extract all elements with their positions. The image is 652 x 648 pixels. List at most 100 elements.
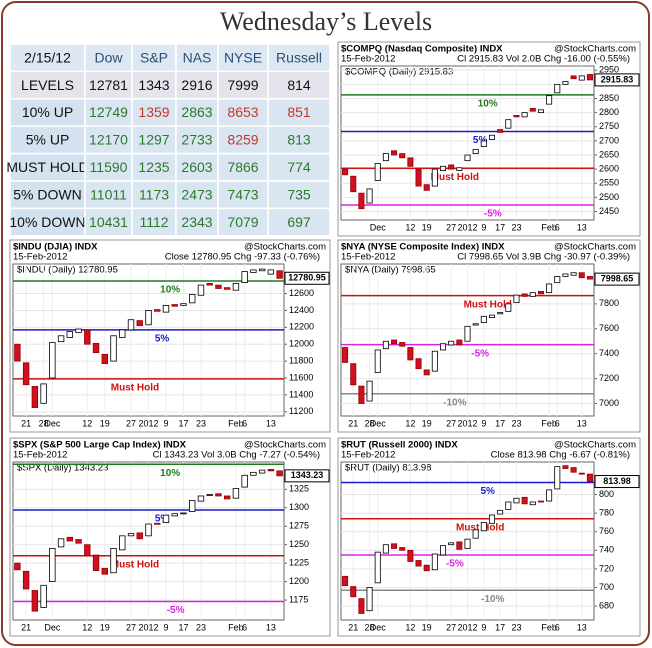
level-label: 5% bbox=[155, 334, 170, 345]
last-value-box bbox=[594, 272, 640, 286]
x-tick-label: 13 bbox=[577, 222, 587, 232]
candle-body bbox=[431, 168, 438, 187]
x-tick-label: 13 bbox=[266, 622, 276, 632]
x-tick-label: 13 bbox=[577, 622, 587, 632]
y-tick-label: 7200 bbox=[599, 373, 619, 383]
level-label: 5% bbox=[155, 514, 170, 525]
x-tick-label: 17 bbox=[495, 622, 505, 632]
candle-body bbox=[358, 385, 365, 404]
y-tick-label: 1300 bbox=[289, 502, 309, 512]
candle-body bbox=[40, 584, 47, 608]
y-tick-label: 720 bbox=[599, 563, 614, 573]
x-tick-label: 27 bbox=[446, 418, 456, 428]
candle-body bbox=[529, 501, 536, 506]
candle-body bbox=[399, 153, 406, 159]
table-cell bbox=[9, 43, 86, 73]
column-header: Russell bbox=[276, 49, 322, 65]
x-tick-label: 2012 bbox=[138, 418, 158, 428]
candle-body bbox=[472, 529, 479, 539]
y-tick-label: 2650 bbox=[599, 149, 619, 159]
candle-body bbox=[546, 95, 553, 105]
candle-body bbox=[350, 586, 357, 598]
chart-source: @StockCharts.com bbox=[244, 440, 326, 451]
table-cell bbox=[131, 43, 177, 73]
table-text: 1343 bbox=[138, 77, 169, 93]
level-label: 10% bbox=[478, 98, 498, 109]
candle-body bbox=[180, 512, 187, 515]
table-cell bbox=[131, 207, 177, 237]
candle-body bbox=[448, 164, 455, 170]
chart-title: $SPX (S&P 500 Large Cap Index) INDX bbox=[13, 440, 187, 451]
candle-body bbox=[472, 323, 479, 326]
candle-body bbox=[189, 499, 196, 512]
candle-body bbox=[488, 314, 495, 318]
table-text: 5% UP bbox=[26, 132, 70, 148]
y-tick-label: 1275 bbox=[289, 521, 309, 531]
candle-body bbox=[250, 269, 257, 273]
x-tick-label: 13 bbox=[266, 418, 276, 428]
candle-body bbox=[119, 329, 126, 338]
chart-stats: Close 813.98 Chg -6.67 (-0.81%) bbox=[491, 450, 630, 461]
chart-source: @StockCharts.com bbox=[554, 440, 636, 451]
candle-body bbox=[14, 343, 21, 362]
candle-body bbox=[423, 184, 430, 191]
last-value-label: 813.98 bbox=[603, 476, 631, 486]
y-tick-label: 2700 bbox=[599, 135, 619, 145]
candle-body bbox=[586, 276, 593, 280]
last-value-label: 12780.95 bbox=[288, 273, 326, 283]
x-tick-label: 12 bbox=[82, 622, 92, 632]
table-text: 11590 bbox=[90, 159, 128, 175]
candle-body bbox=[399, 342, 406, 347]
candle-body bbox=[31, 386, 39, 408]
candle-body bbox=[546, 283, 553, 294]
candle-body bbox=[578, 472, 585, 475]
table-cell bbox=[217, 207, 269, 237]
candle-body bbox=[162, 304, 170, 313]
level-label: -5% bbox=[167, 605, 185, 616]
y-tick-label: 7000 bbox=[599, 398, 619, 408]
table-text: 2733 bbox=[181, 132, 212, 148]
table-text: 10% UP bbox=[22, 104, 73, 120]
candle-body bbox=[529, 107, 536, 112]
level-label: -5% bbox=[446, 559, 464, 570]
x-tick-label: 12 bbox=[405, 222, 415, 232]
x-tick-label: 23 bbox=[511, 222, 521, 232]
level-label: Must Hold bbox=[111, 382, 159, 393]
x-tick-label: 6 bbox=[242, 622, 247, 632]
x-tick-label: 21 bbox=[21, 622, 31, 632]
candle-body bbox=[431, 553, 438, 571]
candle-body bbox=[215, 493, 222, 497]
table-cell bbox=[175, 70, 219, 100]
x-tick-label: 27 bbox=[446, 622, 456, 632]
candle-body bbox=[554, 83, 561, 94]
table-cell bbox=[267, 180, 331, 210]
y-tick-label: 2800 bbox=[599, 107, 619, 117]
candle-body bbox=[22, 570, 30, 590]
table-text: 10431 bbox=[89, 214, 128, 230]
candle-body bbox=[154, 309, 161, 312]
candle-body bbox=[423, 369, 430, 376]
x-tick-label: 12 bbox=[405, 418, 415, 428]
chart-stats: Cl 7998.65 Vol 3.9B Chg -30.97 (-0.39%) bbox=[457, 252, 630, 263]
table-cell bbox=[84, 70, 133, 100]
candle-body bbox=[101, 353, 108, 365]
candle-body bbox=[75, 328, 82, 333]
x-tick-label: 13 bbox=[577, 418, 587, 428]
x-tick-label: 23 bbox=[196, 622, 206, 632]
candle-body bbox=[537, 109, 544, 114]
candle-body bbox=[407, 347, 414, 361]
y-tick-label: 12000 bbox=[289, 339, 314, 349]
table-cell bbox=[217, 125, 269, 155]
candle-body bbox=[513, 294, 520, 304]
last-value-box bbox=[594, 73, 640, 87]
candle-body bbox=[480, 315, 487, 323]
candle-body bbox=[440, 545, 447, 556]
table-text: 5% DOWN bbox=[13, 186, 81, 202]
candle-body bbox=[407, 549, 414, 562]
candle-body bbox=[497, 312, 504, 315]
candle-body bbox=[374, 163, 381, 181]
candle-body bbox=[366, 188, 373, 204]
candle-body bbox=[562, 81, 569, 85]
candle-body bbox=[127, 533, 135, 537]
candle-body bbox=[215, 284, 222, 289]
